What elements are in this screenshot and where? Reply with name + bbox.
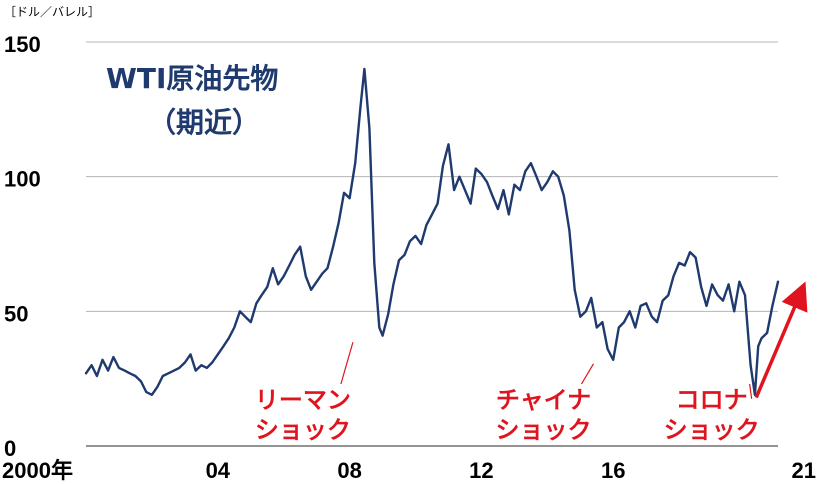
x-tick-label-04: 04 xyxy=(206,458,231,483)
annotation-label-2-line-0: コロナ xyxy=(676,386,748,414)
x-tick-label-2000年: 2000年 xyxy=(2,458,73,483)
x-tick-label-16: 16 xyxy=(601,458,625,483)
chart-title-line-1: WTI原油先物 xyxy=(106,62,278,95)
annotation-label-1-line-0: チャイナ xyxy=(496,386,591,414)
annotation-label-0-line-1: ショック xyxy=(255,416,351,444)
trend-arrow-line xyxy=(754,281,808,399)
y-axis-unit-label: ［ドル／バレル］ xyxy=(4,5,100,19)
grid-lines xyxy=(86,41,778,447)
y-tick-label-150: 150 xyxy=(4,32,41,57)
annotation-label-2-line-1: ショック xyxy=(664,416,760,444)
annotation-leader-1 xyxy=(580,363,594,385)
wti-price-series xyxy=(84,67,780,396)
y-tick-label-100: 100 xyxy=(4,167,41,192)
y-axis-ticks: 0 50 100 150 xyxy=(4,32,41,461)
x-tick-label-21: 21 xyxy=(792,458,816,483)
y-tick-label-0: 0 xyxy=(4,436,16,461)
chart-title-line-2: （期近） xyxy=(148,106,260,139)
annotation-label-0-line-0: リーマン xyxy=(255,386,351,414)
trend-arrow xyxy=(754,281,808,399)
x-tick-label-08: 08 xyxy=(337,458,361,483)
x-axis-ticks: 2000年 04 08 12 16 21 xyxy=(2,458,816,483)
y-tick-label-50: 50 xyxy=(4,301,28,326)
annotation-leader-2 xyxy=(749,383,753,399)
series-line-0 xyxy=(84,67,780,396)
annotation-label-1-line-1: ショック xyxy=(495,416,591,444)
x-tick-label-12: 12 xyxy=(469,458,493,483)
annotation-leader-0 xyxy=(340,342,354,385)
